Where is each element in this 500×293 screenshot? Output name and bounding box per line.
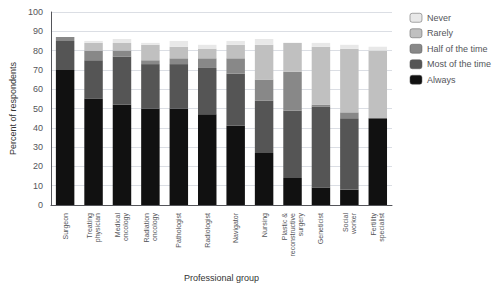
svg-text:Medical: Medical [114, 213, 121, 238]
svg-text:100: 100 [28, 7, 43, 17]
svg-text:Pathologist: Pathologist [175, 213, 183, 248]
svg-text:Half of the time: Half of the time [427, 44, 488, 54]
svg-text:surgery: surgery [297, 213, 305, 237]
svg-text:Geneticist: Geneticist [317, 213, 324, 244]
svg-text:0: 0 [38, 200, 43, 210]
svg-text:50: 50 [33, 104, 43, 114]
svg-text:Radiation: Radiation [143, 213, 150, 243]
svg-text:oncology: oncology [122, 213, 130, 242]
svg-text:worker: worker [350, 212, 357, 235]
svg-text:80: 80 [33, 46, 43, 56]
svg-text:Rarely: Rarely [427, 28, 454, 38]
svg-text:Percent of respondents: Percent of respondents [8, 61, 18, 155]
svg-text:Radiologist: Radiologist [204, 213, 212, 248]
svg-text:10: 10 [33, 181, 43, 191]
svg-text:Nursing: Nursing [261, 213, 269, 237]
svg-text:30: 30 [33, 142, 43, 152]
svg-text:Most of the time: Most of the time [427, 59, 491, 69]
svg-text:Fertility: Fertility [370, 213, 378, 236]
svg-text:70: 70 [33, 65, 43, 75]
svg-text:oncology: oncology [151, 213, 159, 242]
svg-text:Never: Never [427, 13, 451, 23]
svg-text:Social: Social [342, 213, 349, 233]
svg-text:20: 20 [33, 161, 43, 171]
svg-text:physician: physician [94, 213, 102, 242]
svg-text:Always: Always [427, 75, 456, 85]
svg-text:Navigator: Navigator [232, 212, 240, 243]
svg-text:60: 60 [33, 84, 43, 94]
svg-text:Surgeon: Surgeon [62, 213, 70, 240]
svg-text:Treating: Treating [86, 213, 94, 239]
svg-text:40: 40 [33, 123, 43, 133]
svg-text:90: 90 [33, 26, 43, 36]
svg-text:reconstructive: reconstructive [289, 213, 296, 257]
svg-text:Professional group: Professional group [184, 273, 259, 283]
svg-text:Plastic &: Plastic & [281, 213, 288, 241]
svg-text:specialist: specialist [378, 213, 386, 242]
